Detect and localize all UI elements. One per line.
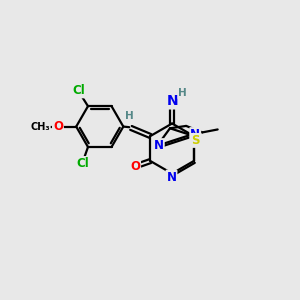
Text: H: H [178,88,187,98]
Text: S: S [191,134,200,147]
Text: H: H [125,111,134,121]
Text: Cl: Cl [76,157,89,170]
Text: Cl: Cl [73,84,85,98]
Text: O: O [53,120,63,133]
Text: N: N [190,128,200,141]
Text: N: N [167,171,176,184]
Text: N: N [166,94,178,108]
Text: CH₃: CH₃ [31,122,50,132]
Text: N: N [154,139,164,152]
Text: O: O [130,160,140,173]
